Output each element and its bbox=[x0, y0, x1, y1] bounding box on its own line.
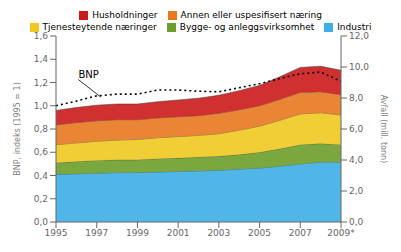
html-text:Tjenesteytende næringer: Tjenesteytende næringer bbox=[42, 22, 157, 32]
html-text:Annen eller uspesifisert nærin: Annen eller uspesifisert næring bbox=[180, 10, 322, 20]
svg-text:2,0: 2,0 bbox=[349, 186, 364, 196]
svg-text:Avfall (mill. tonn): Avfall (mill. tonn) bbox=[379, 95, 388, 163]
svg-text:2007: 2007 bbox=[289, 228, 312, 238]
svg-text:2001: 2001 bbox=[167, 228, 190, 238]
svg-text:0,0: 0,0 bbox=[34, 217, 49, 227]
svg-text:2003: 2003 bbox=[207, 228, 230, 238]
svg-text:2009*: 2009* bbox=[327, 228, 355, 238]
html-text:Husholdninger: Husholdninger bbox=[92, 10, 158, 20]
svg-text:1997: 1997 bbox=[85, 228, 108, 238]
svg-text:1,4: 1,4 bbox=[34, 54, 49, 64]
svg-text:0,4: 0,4 bbox=[34, 171, 49, 181]
svg-text:0,8: 0,8 bbox=[34, 124, 49, 134]
svg-text:0,2: 0,2 bbox=[34, 194, 48, 204]
svg-text:1999: 1999 bbox=[126, 228, 149, 238]
svg-text:10,0: 10,0 bbox=[349, 62, 369, 72]
svg-text:BNP: BNP bbox=[78, 69, 98, 80]
svg-text:1995: 1995 bbox=[45, 228, 68, 238]
svg-text:1,0: 1,0 bbox=[34, 101, 49, 111]
svg-text:4,0: 4,0 bbox=[349, 155, 364, 165]
html-text:Industri: Industri bbox=[337, 22, 372, 32]
svg-text:8,0: 8,0 bbox=[349, 93, 364, 103]
svg-text:0,0: 0,0 bbox=[349, 217, 364, 227]
html-text:Bygge- og anleggsvirksomhet: Bygge- og anleggsvirksomhet bbox=[179, 22, 315, 32]
svg-text:BNP, indeks (1995 = 1): BNP, indeks (1995 = 1) bbox=[13, 82, 22, 176]
svg-text:1,6: 1,6 bbox=[34, 31, 49, 41]
svg-text:1,2: 1,2 bbox=[34, 78, 48, 88]
svg-text:2005: 2005 bbox=[248, 228, 271, 238]
svg-text:6,0: 6,0 bbox=[349, 124, 364, 134]
svg-text:0,6: 0,6 bbox=[34, 147, 49, 157]
svg-text:12,0: 12,0 bbox=[349, 31, 369, 41]
